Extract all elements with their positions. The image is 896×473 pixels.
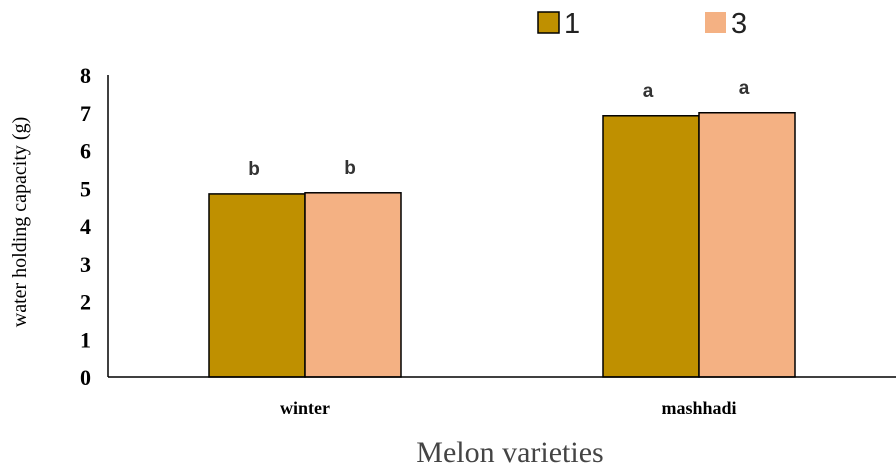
legend-swatch-3 xyxy=(705,12,726,33)
bar-mashhadi-series-1 xyxy=(602,115,700,378)
legend-label-1: 1 xyxy=(564,8,580,40)
data-label: a xyxy=(643,81,654,102)
legend-label-3: 3 xyxy=(731,8,747,40)
data-label: a xyxy=(739,78,750,99)
data-label: b xyxy=(248,159,260,180)
data-label: b xyxy=(344,158,356,179)
y-tick-label: 4 xyxy=(80,214,91,239)
y-tick-label: 0 xyxy=(80,365,91,390)
y-tick-label: 8 xyxy=(80,63,91,88)
x-axis-categories: winter mashhadi xyxy=(280,398,737,418)
y-axis-ticks: 0 1 2 3 4 5 6 7 8 xyxy=(80,63,91,390)
x-category-label: mashhadi xyxy=(661,398,736,418)
y-axis-label: water holding capacity (g) xyxy=(9,117,31,327)
bars xyxy=(208,112,796,378)
x-axis-label: Melon varieties xyxy=(416,436,603,468)
y-tick-label: 3 xyxy=(80,252,91,277)
bar-winter-series-3 xyxy=(304,192,402,378)
y-tick-label: 5 xyxy=(80,176,91,201)
data-labels: b b a a xyxy=(248,78,750,180)
y-tick-label: 6 xyxy=(80,139,91,164)
bar-mashhadi-series-3 xyxy=(698,112,796,378)
bar-winter-series-1 xyxy=(208,193,306,378)
legend-swatch-1 xyxy=(537,11,560,34)
x-category-label: winter xyxy=(280,398,330,418)
y-tick-label: 1 xyxy=(80,327,91,352)
y-tick-label: 7 xyxy=(80,101,91,126)
y-tick-label: 2 xyxy=(80,290,91,315)
